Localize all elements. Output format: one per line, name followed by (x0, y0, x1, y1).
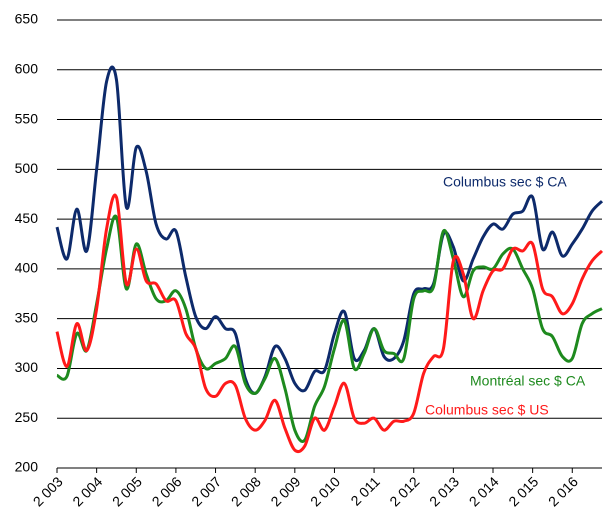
x-tick-label: 2 005 (109, 473, 145, 509)
y-tick-label: 450 (15, 210, 39, 226)
x-tick-label: 2 010 (307, 473, 343, 509)
x-tick-label: 2 014 (466, 473, 502, 509)
y-tick-label: 400 (15, 260, 39, 276)
y-tick-label: 300 (15, 359, 39, 375)
series-label: Columbus sec $ CA (443, 174, 567, 190)
x-tick-label: 2 003 (30, 473, 66, 509)
x-tick-label: 2 006 (149, 473, 185, 509)
y-tick-label: 600 (15, 60, 39, 76)
x-tick-label: 2 016 (545, 473, 581, 509)
series-line (55, 65, 604, 395)
series-label: Columbus sec $ US (425, 402, 549, 418)
x-tick-label: 2 008 (228, 473, 264, 509)
x-tick-label: 2 011 (347, 473, 383, 509)
x-tick-label: 2 004 (69, 473, 105, 509)
y-tick-label: 650 (15, 11, 39, 27)
y-tick-label: 500 (15, 160, 39, 176)
series-line (55, 193, 604, 454)
y-tick-label: 250 (15, 409, 39, 425)
x-tick-label: 2 013 (426, 473, 462, 509)
x-tick-label: 2 012 (386, 473, 422, 509)
y-tick-label: 550 (15, 110, 39, 126)
y-tick-label: 350 (15, 309, 39, 325)
x-tick-label: 2 015 (505, 473, 541, 509)
x-tick-label: 2 009 (267, 473, 303, 509)
y-tick-label: 200 (15, 459, 39, 475)
series-label: Montréal sec $ CA (470, 373, 586, 389)
x-tick-label: 2 007 (188, 473, 224, 509)
